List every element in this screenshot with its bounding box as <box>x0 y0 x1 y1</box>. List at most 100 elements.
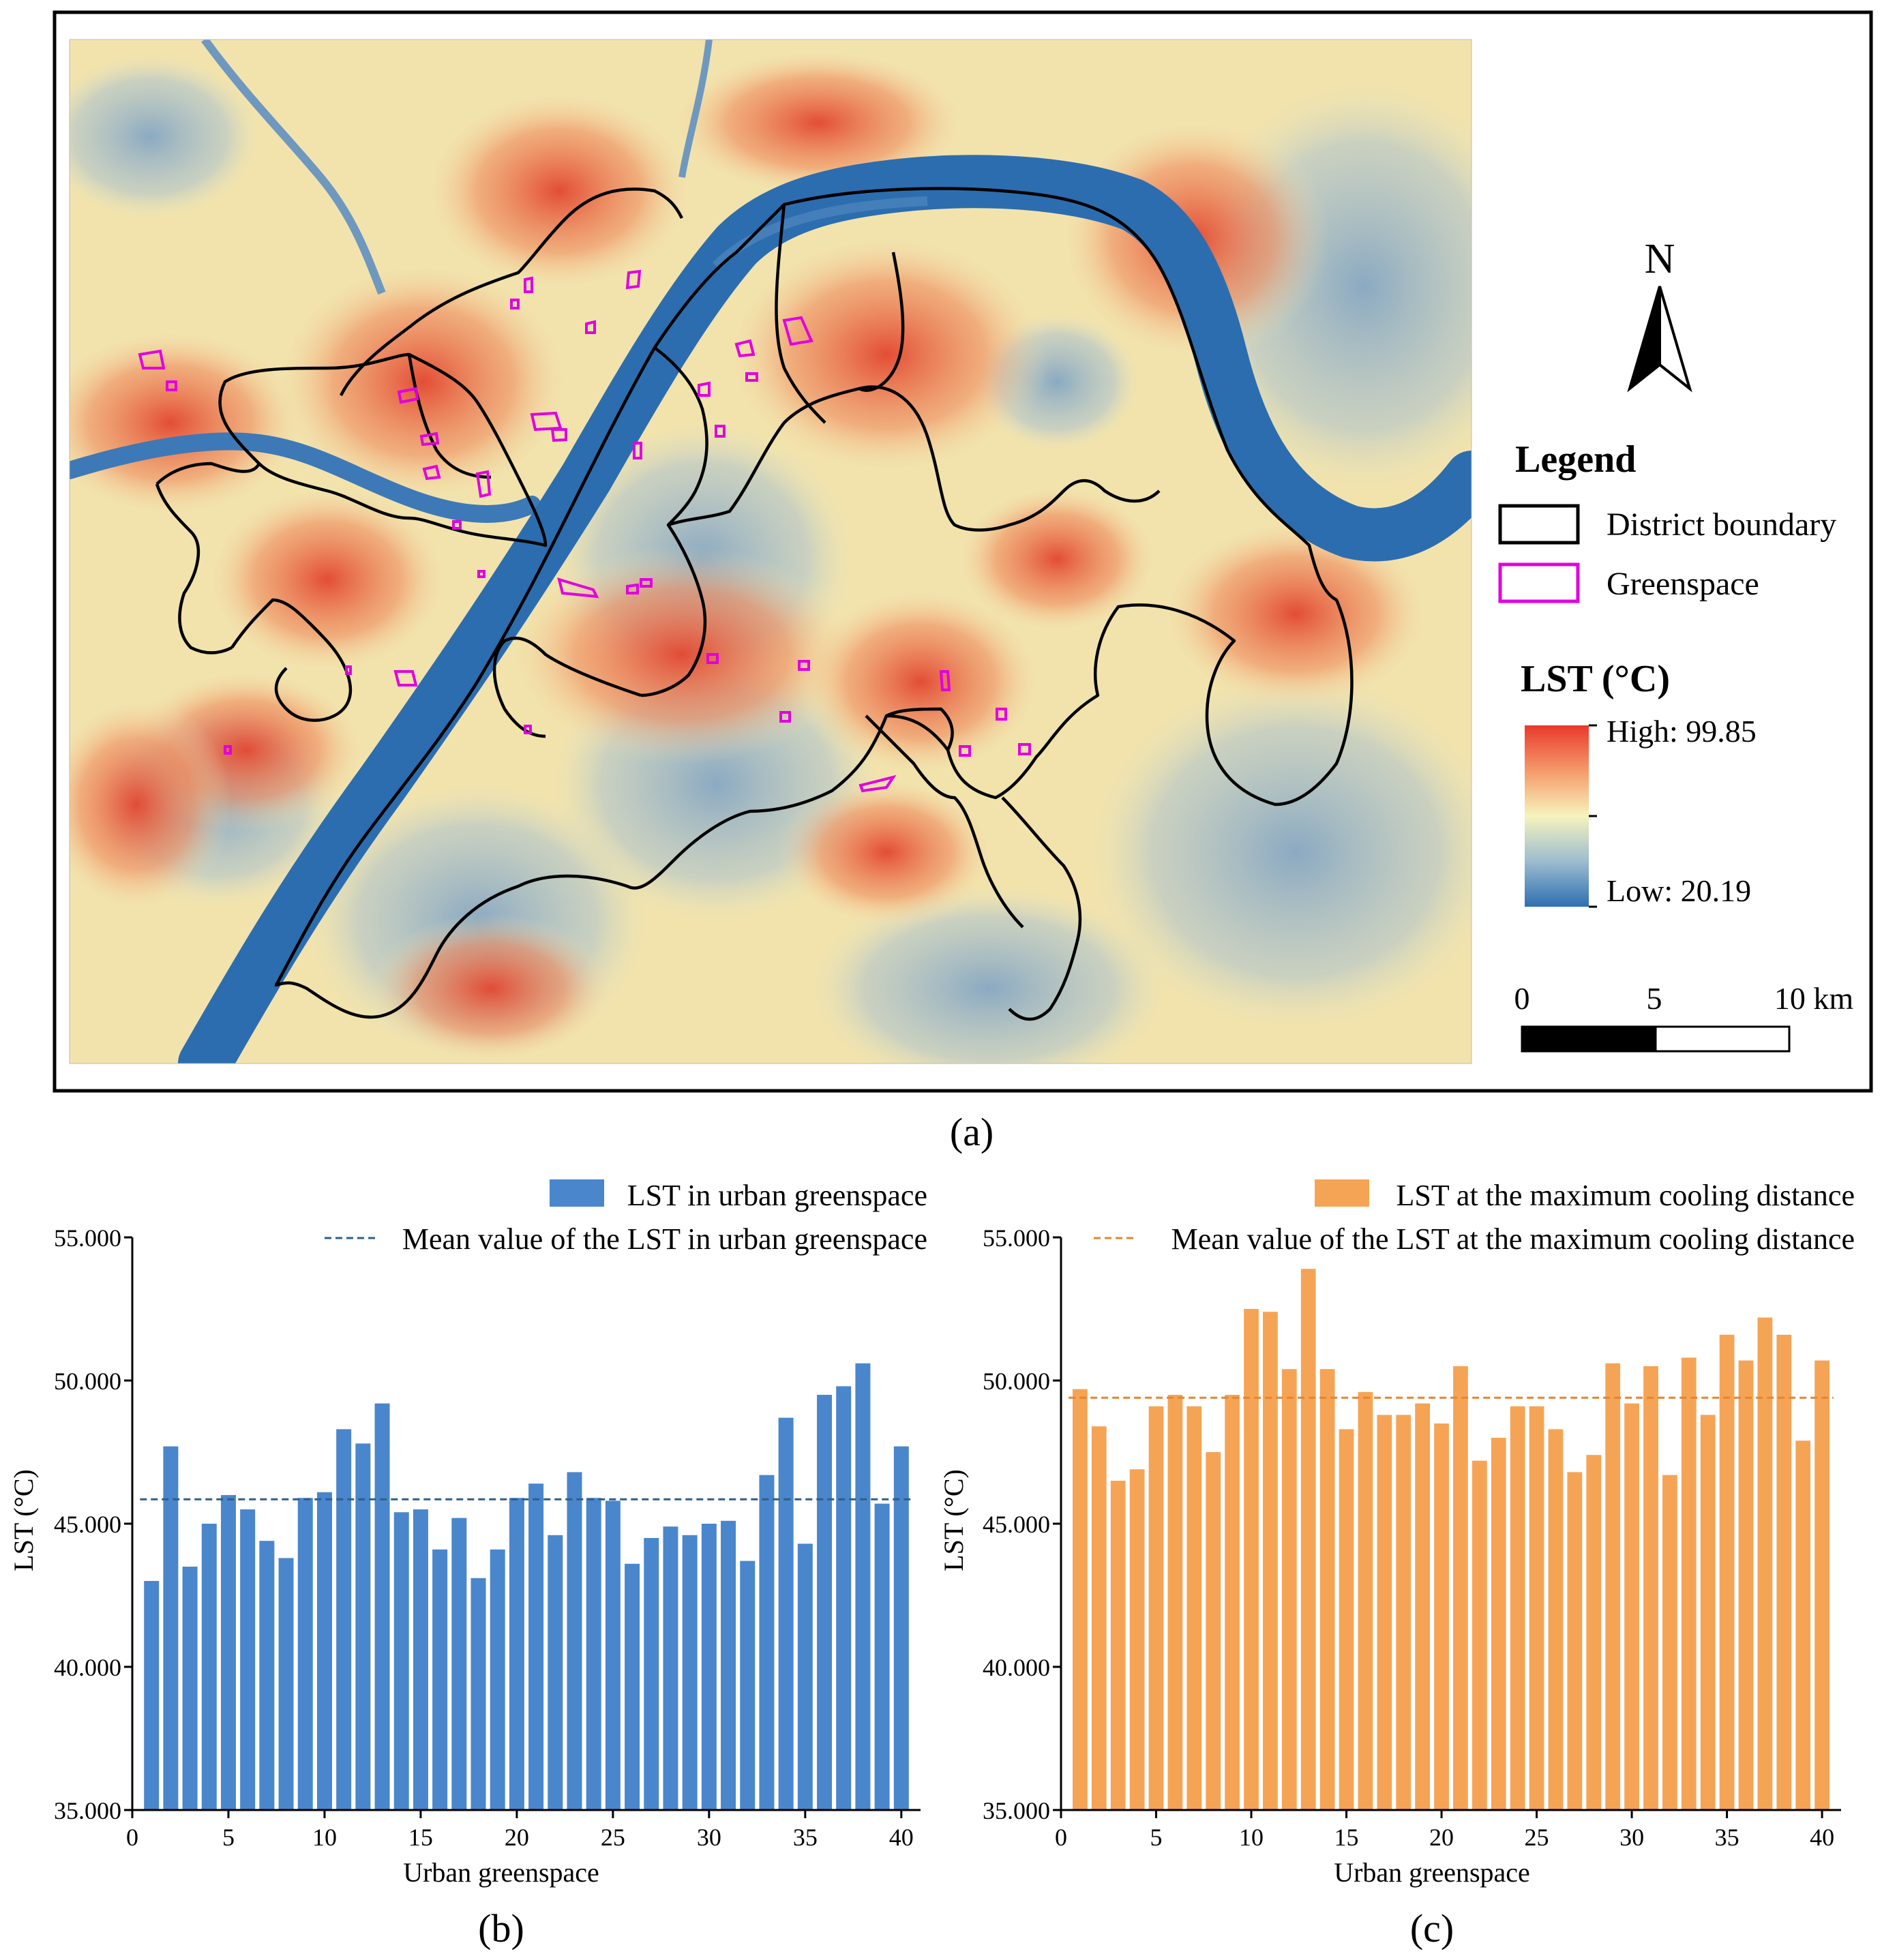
chart-c-bar <box>1738 1360 1754 1810</box>
chart-b-bar <box>432 1549 448 1810</box>
chart-b-xtick-label: 30 <box>697 1824 721 1851</box>
north-arrow: N <box>1627 236 1692 393</box>
chart-c-bar <box>1567 1472 1583 1810</box>
chart-b-bar <box>220 1495 236 1810</box>
chart-c-bar <box>1281 1369 1297 1810</box>
chart-b-bar <box>470 1578 486 1810</box>
chart-b-bar <box>240 1509 256 1810</box>
chart-b-bar <box>759 1475 775 1810</box>
chart-c-bar <box>1206 1452 1221 1810</box>
chart-c-legend: LST at the maximum cooling distance Mean… <box>1094 1179 1855 1256</box>
chart-b-bar <box>259 1541 275 1810</box>
chart-c-bar <box>1377 1415 1392 1810</box>
greenspace-swatch <box>1498 562 1580 603</box>
chart-c-bar <box>1719 1334 1735 1810</box>
chart-b-bar <box>201 1524 217 1810</box>
chart-c-ytick-label: 35.000 <box>983 1797 1050 1824</box>
chart-b-legend-bar-label: LST in urban greenspace <box>627 1179 927 1212</box>
chart-c-legend-bar-label: LST at the maximum cooling distance <box>1396 1179 1855 1212</box>
chart-b-bar <box>413 1509 428 1810</box>
greenspace-polygons <box>138 269 1031 793</box>
chart-b-ytick-label: 40.000 <box>54 1654 121 1681</box>
chart-b-xlabel: Urban greenspace <box>403 1857 599 1888</box>
chart-c-bar <box>1757 1317 1773 1810</box>
panel-label-b: (b) <box>478 1906 524 1950</box>
chart-c-bar <box>1814 1360 1829 1810</box>
chart-c-ytick-label: 45.000 <box>983 1511 1050 1538</box>
chart-b-ytick-label: 50.000 <box>54 1368 121 1395</box>
lst-high-label: High: 99.85 <box>1607 714 1757 749</box>
chart-b-ytick-label: 35.000 <box>54 1797 121 1824</box>
chart-b-bar <box>855 1363 871 1810</box>
chart-c-ytick-label: 50.000 <box>983 1368 1050 1395</box>
chart-b-bar <box>625 1563 640 1810</box>
chart-b-ytick-label: 55.000 <box>54 1224 121 1252</box>
chart-b-ylabel: LST (°C) <box>8 1469 39 1571</box>
chart-b: LST in urban greenspace Mean value of th… <box>8 1179 927 1950</box>
chart-b-bar <box>644 1538 659 1810</box>
chart-b-bar <box>336 1429 352 1810</box>
chart-b-bar <box>297 1498 313 1810</box>
chart-c-ytick-label: 55.000 <box>983 1224 1050 1252</box>
chart-b-bar <box>797 1543 813 1810</box>
chart-b-legend: LST in urban greenspace Mean value of th… <box>325 1179 927 1256</box>
chart-c-bar <box>1186 1406 1202 1810</box>
chart-c-xtick-label: 15 <box>1334 1824 1359 1851</box>
chart-b-bar <box>316 1492 332 1810</box>
chart-b-bar <box>605 1501 621 1810</box>
chart-b-xtick-label: 5 <box>222 1824 235 1851</box>
district-boundary-swatch <box>1498 504 1580 545</box>
chart-c-bar <box>1358 1391 1373 1810</box>
chart-c-bar <box>1339 1429 1354 1810</box>
lst-color-ramp <box>1525 725 1589 907</box>
chart-c-bar <box>1091 1426 1107 1810</box>
chart-c-bar <box>1415 1403 1431 1810</box>
chart-c-bar <box>1244 1309 1259 1810</box>
chart-c-bar <box>1434 1423 1449 1810</box>
chart-b-xtick-label: 35 <box>793 1824 818 1851</box>
chart-b-xtick-label: 25 <box>601 1824 625 1851</box>
chart-b-bar <box>355 1443 371 1810</box>
chart-b-xtick-label: 15 <box>408 1824 433 1851</box>
chart-c-bar <box>1776 1334 1792 1810</box>
chart-b-bar <box>740 1561 756 1810</box>
chart-b-bar <box>817 1395 833 1810</box>
chart-b-xtick-label: 10 <box>312 1824 337 1851</box>
chart-b-bar <box>567 1472 582 1810</box>
chart-c-ylabel: LST (°C) <box>938 1469 969 1571</box>
chart-c-xtick-label: 5 <box>1150 1824 1163 1851</box>
chart-b-bar <box>163 1446 179 1810</box>
chart-b-xtick-label: 0 <box>126 1824 138 1851</box>
legend-item-greenspace: Greenspace <box>1607 566 1759 602</box>
chart-c-xlabel: Urban greenspace <box>1334 1857 1530 1888</box>
chart-b-bar <box>490 1549 505 1810</box>
chart-c-bar <box>1453 1366 1468 1810</box>
chart-c-bar <box>1472 1460 1487 1810</box>
scalebar-label-10km: 10 km <box>1774 981 1854 1016</box>
chart-c-bar <box>1548 1429 1564 1810</box>
chart-b-bar <box>836 1386 852 1810</box>
chart-c-bar <box>1300 1269 1316 1810</box>
chart-b-bar <box>701 1524 717 1810</box>
lst-low-label: Low: 20.19 <box>1607 873 1751 908</box>
chart-c-xtick-label: 40 <box>1810 1824 1834 1851</box>
chart-c-xtick-label: 20 <box>1429 1824 1454 1851</box>
chart-c-plot: 35.000 40.000 45.000 50.000 55.000 0 5 10 15 20 25… <box>983 1224 1841 1851</box>
chart-b-bar <box>509 1498 524 1810</box>
chart-b-bar <box>721 1520 736 1810</box>
chart-b-bar <box>182 1567 198 1810</box>
chart-c-bar <box>1586 1455 1602 1810</box>
chart-b-bar <box>778 1417 794 1810</box>
chart-c: LST at the maximum cooling distance Mean… <box>938 1179 1855 1950</box>
chart-c-bar <box>1681 1357 1697 1810</box>
legend-title: Legend <box>1515 438 1636 481</box>
chart-b-bar <box>451 1518 467 1810</box>
chart-c-legend-line-label: Mean value of the LST at the maximum coo… <box>1171 1222 1855 1256</box>
chart-c-bar <box>1148 1406 1164 1810</box>
chart-c-ytick-label: 40.000 <box>983 1654 1050 1681</box>
chart-b-plot: 35.000 40.000 45.000 50.000 55.000 0 5 10 15 20 25… <box>54 1224 921 1851</box>
map-legend: Legend District boundary Greenspace LST … <box>1498 438 1836 908</box>
chart-c-xtick-label: 25 <box>1525 1824 1549 1851</box>
chart-c-bar <box>1529 1406 1544 1810</box>
chart-c-xtick-label: 35 <box>1715 1824 1739 1851</box>
